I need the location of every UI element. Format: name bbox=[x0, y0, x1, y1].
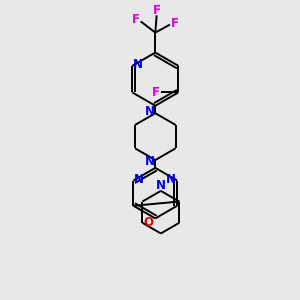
Text: N: N bbox=[133, 58, 143, 71]
Text: N: N bbox=[145, 105, 154, 119]
Text: N: N bbox=[166, 173, 176, 186]
Text: N: N bbox=[156, 179, 166, 192]
Text: O: O bbox=[143, 216, 153, 229]
Text: F: F bbox=[171, 17, 179, 30]
Text: N: N bbox=[145, 155, 154, 168]
Text: F: F bbox=[153, 4, 160, 17]
Text: F: F bbox=[132, 13, 140, 26]
Text: F: F bbox=[152, 86, 160, 99]
Text: N: N bbox=[134, 173, 144, 186]
